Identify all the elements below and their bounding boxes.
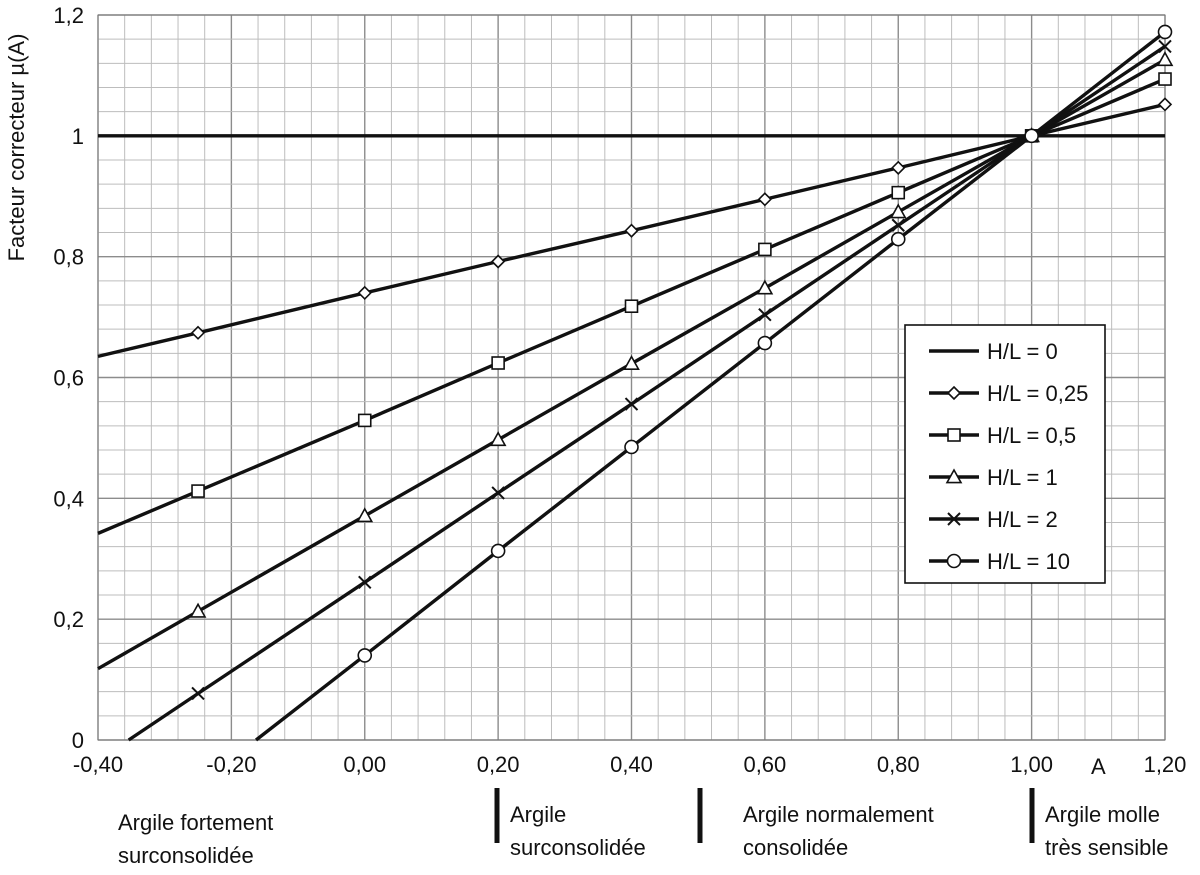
- zone-label: surconsolidée: [118, 843, 254, 868]
- zone-label: Argile molle: [1045, 802, 1160, 827]
- soil-zone-annotations: Argile fortement surconsolidée Argile surco…: [118, 788, 1169, 868]
- x-tick-label: 1,00: [1010, 752, 1053, 777]
- legend: H/L = 0 H/L = 0,25 H/L = 0,5 H/L = 1 H/L = 2…: [904, 324, 1106, 584]
- data-point: [1158, 39, 1172, 54]
- data-point: [190, 325, 206, 340]
- legend-item: H/L = 0,5: [929, 423, 1076, 448]
- plot-area: [97, 14, 1166, 741]
- legend-item: H/L = 0,25: [929, 381, 1088, 406]
- legend-marker: [945, 468, 963, 484]
- data-point: [624, 223, 639, 238]
- y-tick-label: 0,8: [53, 245, 84, 270]
- x-tick-label: 0,40: [610, 752, 653, 777]
- legend-box: [904, 324, 1106, 584]
- legend-label: H/L = 2: [987, 507, 1058, 532]
- zone-label: consolidée: [743, 835, 848, 860]
- data-point: [624, 397, 639, 411]
- data-point: [490, 543, 506, 559]
- data-point: [1157, 24, 1173, 40]
- x-tick-label: -0,20: [206, 752, 256, 777]
- legend-marker: [947, 428, 961, 442]
- legend-label: H/L = 10: [987, 549, 1070, 574]
- data-point: [756, 279, 774, 295]
- legend-item: H/L = 1: [929, 465, 1058, 490]
- legend-marker: [946, 553, 962, 569]
- data-point: [757, 335, 773, 351]
- x-tick-label: 0,80: [877, 752, 920, 777]
- soil-zone-2: Argile normalement consolidée: [697, 788, 934, 860]
- data-point: [891, 160, 906, 175]
- data-point: [191, 484, 205, 498]
- data-point: [624, 439, 639, 455]
- x-tick-label: 0,00: [343, 752, 386, 777]
- legend-item: H/L = 10: [929, 549, 1070, 574]
- data-point: [490, 254, 506, 269]
- legend-label: H/L = 0: [987, 339, 1058, 364]
- data-point: [357, 413, 372, 428]
- data-point: [491, 356, 505, 370]
- data-point: [758, 242, 772, 257]
- y-tick-label: 0,2: [53, 607, 84, 632]
- data-point: [1158, 72, 1172, 86]
- data-point: [623, 354, 640, 371]
- x-tick-label: -0,40: [73, 752, 123, 777]
- y-tick-label: 1,2: [53, 3, 84, 28]
- data-point: [1157, 97, 1173, 112]
- data-point: [1156, 51, 1174, 67]
- data-point: [889, 203, 907, 219]
- x-tick-label: 0,20: [477, 752, 520, 777]
- data-point: [357, 648, 373, 663]
- series-2: [97, 72, 1172, 535]
- data-point: [891, 218, 905, 232]
- soil-zone-3: Argile molle très sensible: [1029, 788, 1169, 860]
- data-point: [491, 486, 505, 500]
- data-point: [890, 231, 906, 247]
- legend-marker: [946, 385, 962, 401]
- series-line: [255, 30, 1167, 742]
- y-tick-label: 0,4: [53, 486, 84, 511]
- legend-marker: [947, 512, 961, 526]
- tick-labels: -0,40 -0,20 0,00 0,20 0,40 0,60 0,80 1,00 1,20 0 0…: [53, 3, 1186, 777]
- data-point: [489, 431, 507, 447]
- y-tick-label: 0: [72, 728, 84, 753]
- data-point: [624, 299, 639, 314]
- y-tick-label: 0,6: [53, 366, 84, 391]
- series-4: [127, 39, 1172, 742]
- data-point: [189, 602, 207, 618]
- series-5: [255, 24, 1173, 742]
- soil-zone-1: Argile surconsolidée: [494, 788, 646, 860]
- zone-label: surconsolidée: [510, 835, 646, 860]
- legend-item: H/L = 0: [929, 339, 1058, 364]
- data-point: [191, 686, 205, 701]
- zone-label: Argile normalement: [743, 802, 934, 827]
- series-3: [97, 51, 1174, 671]
- data-point: [1024, 128, 1039, 144]
- legend-label: H/L = 0,25: [987, 381, 1088, 406]
- data-point: [891, 185, 906, 200]
- data-point: [357, 285, 372, 301]
- x-tick-label: 1,20: [1144, 752, 1187, 777]
- x-tick-label: 0,60: [743, 752, 786, 777]
- data-point: [356, 507, 374, 523]
- legend-label: H/L = 1: [987, 465, 1058, 490]
- legend-label: H/L = 0,5: [987, 423, 1076, 448]
- zone-label: Argile: [510, 802, 566, 827]
- legend-item: H/L = 2: [929, 507, 1058, 532]
- series-layer: [97, 24, 1174, 742]
- zone-label: Argile fortement: [118, 810, 273, 835]
- zone-label: très sensible: [1045, 835, 1169, 860]
- y-tick-label: 1: [72, 124, 84, 149]
- y-axis-title: Facteur correcteur µ(A): [4, 34, 29, 262]
- data-point: [757, 192, 773, 207]
- soil-zone-0: Argile fortement surconsolidée: [118, 810, 273, 868]
- x-axis-title: A: [1091, 754, 1106, 779]
- data-point: [358, 575, 372, 590]
- data-point: [758, 307, 772, 322]
